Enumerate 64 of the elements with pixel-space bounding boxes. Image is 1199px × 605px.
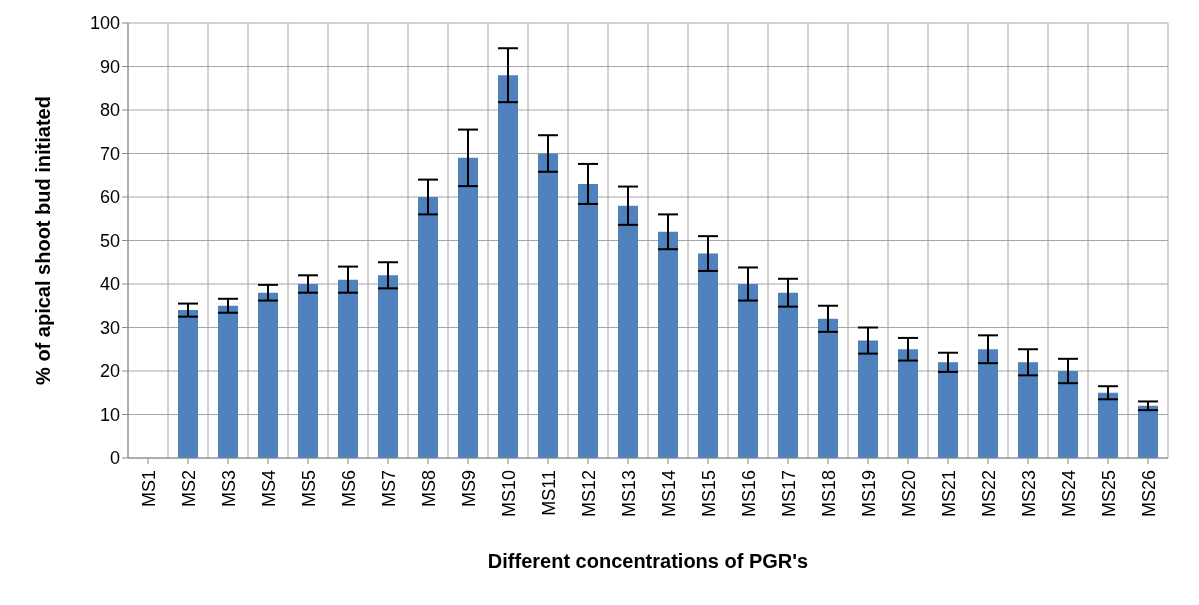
x-tick-label: MS9 (458, 470, 479, 508)
bar (578, 183, 598, 458)
bar (298, 284, 318, 458)
y-tick-label: 10 (99, 404, 120, 425)
x-tick-label: MS24 (1058, 470, 1079, 518)
y-tick-label: 0 (109, 448, 120, 469)
y-tick-label: 50 (99, 230, 120, 251)
bar (538, 153, 558, 458)
x-tick-label: MS8 (418, 470, 439, 508)
bar (458, 157, 478, 458)
bar (1058, 371, 1078, 458)
x-tick-label: MS5 (298, 470, 319, 508)
bar (178, 310, 198, 458)
x-tick-label: MS14 (658, 470, 679, 518)
bar (338, 279, 358, 458)
y-tick-label: 30 (99, 317, 120, 338)
y-tick-label: 80 (99, 100, 120, 121)
x-tick-label: MS4 (258, 470, 279, 508)
bar (218, 305, 238, 458)
x-tick-label: MS15 (698, 470, 719, 518)
x-tick-label: MS10 (498, 470, 519, 518)
bar (978, 349, 998, 458)
bar (1138, 405, 1158, 458)
bar (498, 75, 518, 458)
x-tick-label: MS17 (778, 470, 799, 518)
bar (258, 292, 278, 458)
x-tick-label: MS22 (978, 470, 999, 518)
y-tick-label: 70 (99, 143, 120, 164)
bar (618, 205, 638, 458)
y-tick-label: 60 (99, 187, 120, 208)
bar (418, 197, 438, 458)
bar (1018, 362, 1038, 458)
x-tick-label: MS18 (818, 470, 839, 518)
x-tick-label: MS3 (218, 470, 239, 508)
bar (898, 349, 918, 458)
y-tick-label: 100 (89, 13, 120, 34)
y-tick-label: 20 (99, 361, 120, 382)
x-tick-label: MS16 (738, 470, 759, 518)
x-tick-label: MS13 (618, 470, 639, 518)
x-tick-label: MS21 (938, 470, 959, 518)
bar (698, 253, 718, 458)
x-tick-label: MS11 (538, 470, 559, 516)
bar (738, 284, 758, 458)
y-tick-label: 90 (99, 56, 120, 77)
x-tick-label: MS25 (1098, 470, 1119, 518)
x-tick-label: MS20 (898, 470, 919, 518)
y-tick-label: 40 (99, 274, 120, 295)
bar (1098, 392, 1118, 458)
x-tick-label: MS2 (178, 470, 199, 508)
x-tick-label: MS19 (858, 470, 879, 518)
y-axis-title: % of apical shoot bud initiated (32, 96, 55, 385)
bar (938, 362, 958, 458)
bar (818, 318, 838, 458)
bar (658, 231, 678, 458)
bar (378, 275, 398, 458)
bar (778, 292, 798, 458)
bar (858, 340, 878, 458)
x-tick-label: MS12 (578, 470, 599, 518)
x-tick-label: MS23 (1018, 470, 1039, 518)
x-axis-title: Different concentrations of PGR's (487, 550, 809, 572)
x-tick-label: MS26 (1138, 470, 1159, 518)
x-tick-label: MS7 (378, 470, 399, 508)
x-tick-label: MS1 (138, 470, 159, 508)
x-tick-label: MS6 (338, 470, 359, 508)
